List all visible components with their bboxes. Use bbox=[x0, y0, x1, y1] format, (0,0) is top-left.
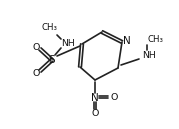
Text: CH₃: CH₃ bbox=[147, 34, 163, 43]
Text: NH: NH bbox=[61, 39, 75, 49]
Text: O: O bbox=[110, 92, 118, 102]
Text: O: O bbox=[32, 68, 40, 78]
Text: N: N bbox=[91, 93, 99, 103]
Text: O: O bbox=[32, 42, 40, 51]
Text: S: S bbox=[49, 55, 55, 65]
Text: NH: NH bbox=[142, 50, 156, 59]
Text: CH₃: CH₃ bbox=[42, 23, 58, 33]
Text: O: O bbox=[91, 110, 99, 119]
Text: N: N bbox=[123, 36, 131, 46]
